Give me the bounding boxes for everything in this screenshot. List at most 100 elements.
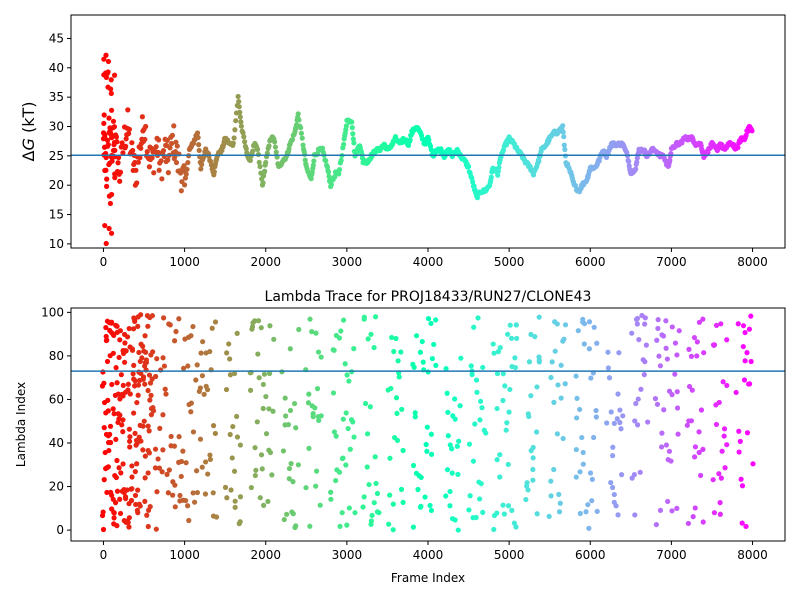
delta-g-point bbox=[308, 176, 314, 182]
lambda-point bbox=[509, 507, 515, 513]
lambda-point bbox=[412, 414, 418, 420]
lambda-point bbox=[629, 330, 635, 336]
delta-g-point bbox=[108, 77, 114, 83]
delta-g-point bbox=[562, 146, 568, 153]
lambda-point bbox=[608, 409, 614, 415]
lambda-point bbox=[477, 398, 484, 404]
lambda-point bbox=[110, 350, 116, 356]
delta-g-point bbox=[349, 125, 355, 131]
delta-g-point bbox=[561, 142, 567, 148]
lambda-point bbox=[748, 358, 754, 365]
lambda-point bbox=[172, 504, 178, 510]
delta-g-point bbox=[349, 119, 355, 125]
delta-g-point bbox=[256, 159, 262, 166]
lambda-point bbox=[131, 410, 137, 416]
lambda-point bbox=[503, 427, 509, 433]
delta-g-point bbox=[325, 169, 332, 175]
delta-g-point bbox=[336, 171, 342, 177]
lambda-point bbox=[420, 359, 426, 365]
lambda-point bbox=[497, 452, 503, 458]
lambda-point bbox=[617, 419, 623, 426]
lambda-point bbox=[153, 526, 159, 532]
lambda-point bbox=[620, 413, 626, 419]
lambda-point bbox=[146, 450, 152, 456]
lambda-point bbox=[512, 364, 518, 371]
lambda-point bbox=[172, 482, 178, 488]
lambda-point bbox=[120, 417, 126, 423]
lambda-point bbox=[123, 348, 129, 354]
lambda-point bbox=[504, 420, 510, 426]
lambda-point bbox=[270, 408, 276, 414]
lambda-point bbox=[247, 387, 254, 393]
delta-g-point bbox=[241, 134, 247, 140]
lambda-point bbox=[135, 487, 141, 493]
lambda-point bbox=[152, 465, 159, 471]
delta-g-point bbox=[309, 169, 315, 175]
lambda-point bbox=[642, 315, 648, 321]
lambda-point bbox=[634, 321, 640, 327]
lambda-point bbox=[154, 489, 160, 495]
lambda-point bbox=[424, 448, 430, 454]
lambda-point bbox=[109, 381, 115, 388]
lambda-point bbox=[366, 481, 372, 488]
lambda-point bbox=[456, 438, 462, 444]
lambda-point bbox=[548, 374, 554, 381]
lambda-point bbox=[153, 373, 159, 380]
lambda-point bbox=[530, 466, 536, 473]
delta-g-point bbox=[230, 140, 236, 146]
lambda-point bbox=[129, 463, 135, 469]
delta-g-point bbox=[156, 167, 162, 173]
x-tick-label: 1000 bbox=[169, 548, 200, 562]
x-tick-label: 8000 bbox=[737, 255, 768, 269]
lambda-point bbox=[710, 477, 716, 483]
lambda-point bbox=[744, 430, 751, 436]
lambda-point bbox=[692, 454, 698, 460]
lambda-point bbox=[110, 406, 116, 412]
lambda-point bbox=[312, 405, 318, 411]
lambda-point bbox=[455, 527, 461, 533]
lambda-point bbox=[111, 515, 117, 521]
delta-g-point bbox=[310, 162, 316, 168]
lambda-point bbox=[387, 492, 393, 498]
lambda-point bbox=[523, 496, 529, 503]
lambda-point bbox=[428, 431, 434, 437]
lambda-point bbox=[295, 462, 301, 468]
lambda-point bbox=[587, 470, 594, 476]
lambda-point bbox=[653, 522, 659, 528]
lambda-point bbox=[500, 371, 506, 377]
delta-g-point bbox=[184, 166, 190, 172]
delta-g-point bbox=[198, 166, 204, 172]
lambda-point bbox=[124, 487, 130, 493]
lambda-point bbox=[664, 356, 670, 362]
y-tick-label: 10 bbox=[49, 237, 64, 251]
lambda-point bbox=[645, 419, 651, 425]
delta-g-point bbox=[350, 131, 356, 137]
lambda-point bbox=[191, 499, 198, 505]
delta-g-point bbox=[126, 130, 132, 137]
lambda-point bbox=[722, 465, 728, 471]
lambda-point bbox=[429, 355, 435, 362]
lambda-point bbox=[424, 424, 430, 430]
delta-g-point bbox=[255, 151, 262, 158]
delta-g-point bbox=[110, 118, 117, 124]
lambda-point bbox=[135, 392, 141, 398]
lambda-point bbox=[475, 315, 481, 321]
lambda-point bbox=[113, 474, 119, 481]
lambda-point bbox=[750, 461, 756, 467]
lambda-point bbox=[613, 503, 619, 509]
lambda-point bbox=[234, 434, 241, 440]
lambda-point bbox=[635, 396, 641, 402]
lambda-point bbox=[718, 475, 724, 481]
lambda-point bbox=[720, 379, 726, 385]
lambda-point bbox=[143, 357, 150, 363]
lambda-point bbox=[293, 523, 299, 529]
lambda-point bbox=[580, 316, 586, 322]
delta-g-point bbox=[298, 130, 305, 136]
lambda-point bbox=[159, 469, 165, 475]
lambda-point bbox=[183, 460, 189, 466]
lambda-point bbox=[740, 323, 747, 329]
delta-g-point bbox=[116, 154, 122, 161]
delta-g-point bbox=[156, 137, 162, 143]
lambda-point bbox=[120, 393, 126, 399]
lambda-point bbox=[398, 486, 405, 492]
